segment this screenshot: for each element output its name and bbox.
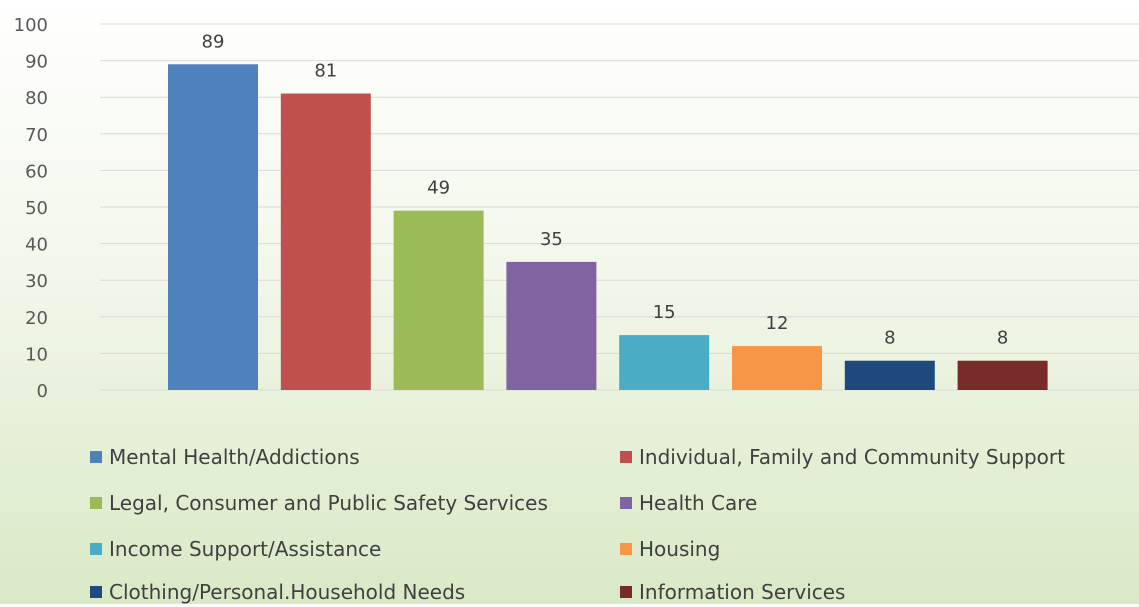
data-label: 8 [884,328,895,349]
data-label: 8 [997,328,1008,349]
legend-swatch [620,543,632,555]
y-tick-label: 0 [37,381,48,402]
legend-item: Information Services [620,577,845,607]
y-tick-label: 20 [25,308,48,329]
legend-item: Housing [620,534,720,564]
y-tick-label: 30 [25,271,48,292]
data-label: 12 [766,313,789,334]
data-label: 81 [314,61,337,82]
y-tick-label: 40 [25,235,48,256]
legend-item: Legal, Consumer and Public Safety Servic… [90,488,548,518]
y-tick-label: 10 [25,344,48,365]
bar [844,360,935,390]
legend-swatch [620,586,632,598]
legend-item: Income Support/Assistance [90,534,381,564]
legend-swatch [620,497,632,509]
bar [506,261,597,390]
bar [280,93,371,390]
legend-label: Clothing/Personal.Household Needs [109,580,466,604]
legend-label: Legal, Consumer and Public Safety Servic… [109,491,548,515]
y-tick-label: 90 [25,52,48,73]
y-tick-label: 100 [14,15,48,36]
legend-item: Health Care [620,488,757,518]
legend-label: Housing [639,537,721,561]
bar [619,335,710,390]
y-tick-label: 50 [25,198,48,219]
bar [732,346,822,390]
bar [168,64,258,390]
y-axis: 0 10 20 30 40 50 60 70 80 90 100 [14,15,48,402]
legend-swatch [90,543,102,555]
legend-label: Mental Health/Addictions [109,445,360,469]
legend-swatch [90,586,102,598]
legend-swatch [620,451,632,463]
bar [957,360,1048,390]
data-labels: 89 81 49 35 15 12 8 8 [202,31,1009,348]
legend-item: Mental Health/Addictions [90,442,360,472]
gridlines [100,23,1139,391]
bar [393,210,484,390]
legend: Mental Health/Addictions Individual, Fami… [90,438,1139,604]
y-tick-label: 60 [25,161,48,182]
legend-label: Individual, Family and Community Support [639,445,1065,469]
legend-item: Individual, Family and Community Support [620,442,1065,472]
data-label: 89 [202,31,225,52]
legend-item: Clothing/Personal.Household Needs [90,577,465,607]
y-tick-label: 80 [25,88,48,109]
legend-swatch [90,451,102,463]
data-label: 35 [540,229,563,250]
data-label: 49 [427,178,450,199]
chart-canvas: 0 10 20 30 40 50 60 70 80 90 100 89 81 49 35 15 12 8 8 [14,15,1139,402]
legend-label: Information Services [639,580,846,604]
legend-swatch [90,497,102,509]
data-label: 15 [653,302,676,323]
legend-label: Health Care [639,491,758,515]
bars [168,64,1048,390]
y-tick-label: 70 [25,125,48,146]
legend-label: Income Support/Assistance [109,537,382,561]
